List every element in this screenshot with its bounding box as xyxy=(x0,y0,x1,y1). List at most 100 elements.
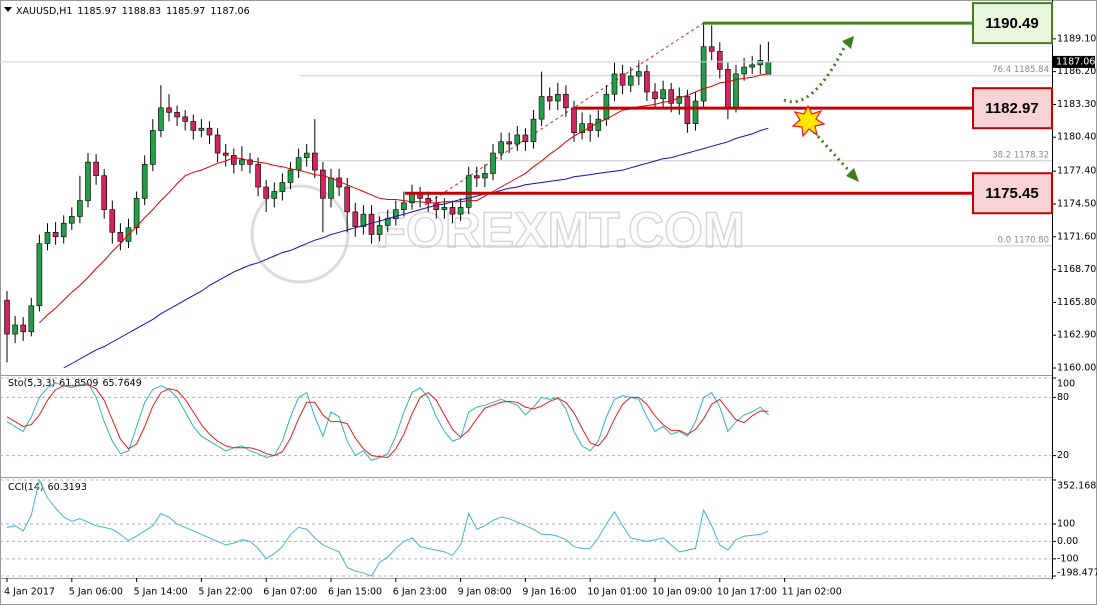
x-tick-label: 5 Jan 14:00 xyxy=(134,587,188,598)
candle-body xyxy=(684,96,691,124)
header-high: 1188.83 xyxy=(122,6,161,17)
candle-body xyxy=(174,112,180,118)
header-open: 1185.97 xyxy=(77,6,116,17)
candle-body xyxy=(563,93,569,109)
indicator-line xyxy=(63,127,769,369)
x-tick-label: 6 Jan 23:00 xyxy=(393,587,447,598)
x-tick-label: 6 Jan 15:00 xyxy=(328,587,382,598)
candle-body xyxy=(741,66,747,75)
symbol: XAUUSD,H1 xyxy=(16,6,72,17)
y-tick-label: 1160.00 xyxy=(1057,363,1096,374)
symbol-arrow-icon xyxy=(4,7,12,12)
candle-body xyxy=(77,200,83,217)
x-tick-label: 11 Jan 02:00 xyxy=(782,587,842,598)
candle-body xyxy=(222,152,229,156)
candle-body xyxy=(263,186,270,199)
candle-body xyxy=(490,152,496,174)
candle-body xyxy=(514,134,521,145)
candle-body xyxy=(279,182,286,192)
candle-body xyxy=(311,152,318,171)
candle-body xyxy=(247,159,253,165)
candle-body xyxy=(158,107,164,131)
candle-body xyxy=(295,157,302,171)
candle-body xyxy=(506,141,513,145)
cci-header: CCI(14) 60.3193 xyxy=(8,482,87,493)
y-tick-label: 1177.40 xyxy=(1057,166,1096,177)
candle-body xyxy=(101,175,107,210)
candle-body xyxy=(546,96,553,102)
candle-body xyxy=(749,64,756,68)
candle-body xyxy=(676,96,683,104)
candle-body xyxy=(765,61,772,75)
candle-body xyxy=(4,299,10,335)
down-arrowhead xyxy=(846,168,859,182)
y-tick-label: 352.1682 xyxy=(1057,481,1097,492)
y-tick-label: 1162.90 xyxy=(1057,330,1096,341)
candle-body xyxy=(36,243,43,307)
candle-body xyxy=(303,152,310,158)
candle-body xyxy=(441,207,448,210)
candle-body xyxy=(141,164,148,199)
candle-body xyxy=(668,89,675,104)
key-level-box xyxy=(972,172,1053,215)
candle-body xyxy=(579,123,585,134)
x-tick-label: 4 Jan 2017 xyxy=(4,587,55,598)
candle-body xyxy=(328,177,334,199)
y-tick-label: 1174.50 xyxy=(1057,198,1096,209)
indicator-title: Sto(5,3,3) xyxy=(8,378,55,389)
candle-body xyxy=(117,231,124,242)
candle-body xyxy=(150,130,156,165)
candle-body xyxy=(392,209,399,219)
candle-body xyxy=(166,107,172,113)
candle-body xyxy=(198,127,205,131)
candle-body xyxy=(571,107,577,134)
candle-body xyxy=(368,213,375,235)
candle-body xyxy=(473,175,480,179)
forecast-arrows xyxy=(783,36,859,182)
candle-body xyxy=(692,100,699,124)
candle-body xyxy=(700,46,707,102)
indicator-title: CCI(14) xyxy=(8,482,44,493)
candle-body xyxy=(611,73,618,95)
candle-body xyxy=(725,69,731,109)
indicator-line xyxy=(6,382,769,461)
x-tick-label: 9 Jan 16:00 xyxy=(522,587,576,598)
candle-body xyxy=(538,96,545,120)
y-tick-label: 100 xyxy=(1057,518,1075,529)
candle-body xyxy=(716,50,723,70)
candle-body xyxy=(93,161,99,177)
candle-body xyxy=(449,207,456,215)
candle-body xyxy=(619,73,626,86)
candle-body xyxy=(182,116,188,122)
fib-level-label: 0.0 1170.80 xyxy=(998,235,1049,245)
x-tick-label: 9 Jan 08:00 xyxy=(458,587,512,598)
candle-body xyxy=(360,213,367,227)
y-tick-label: 1183.30 xyxy=(1057,99,1096,110)
candle-body xyxy=(352,211,359,227)
indicator-line xyxy=(39,73,769,324)
y-tick-label: -198.4779 xyxy=(1057,568,1097,579)
candle-body xyxy=(635,71,642,77)
candle-body xyxy=(627,75,634,86)
candle-body xyxy=(85,161,91,201)
candle-body xyxy=(660,89,666,100)
candle-body xyxy=(644,71,650,93)
x-tick-label: 6 Jan 07:00 xyxy=(263,587,317,598)
key-level-label: 1190.49 xyxy=(985,15,1038,32)
y-tick-label: 1165.80 xyxy=(1057,297,1096,308)
watermark: FOREXMT.COM xyxy=(375,202,744,258)
y-tick-label: 1186.20 xyxy=(1057,66,1096,77)
watermark-circle xyxy=(250,184,350,284)
fibo-trend-line xyxy=(424,21,706,206)
y-tick-label: 20 xyxy=(1057,450,1069,461)
candle-body xyxy=(20,324,27,333)
candle-body xyxy=(320,169,326,199)
key-level-label: 1182.97 xyxy=(985,100,1038,117)
candle-body xyxy=(60,222,67,238)
candle-body xyxy=(271,191,278,199)
last-price-box xyxy=(1053,55,1095,68)
y-tick-label: 80 xyxy=(1057,392,1069,403)
candle-body xyxy=(433,202,440,210)
